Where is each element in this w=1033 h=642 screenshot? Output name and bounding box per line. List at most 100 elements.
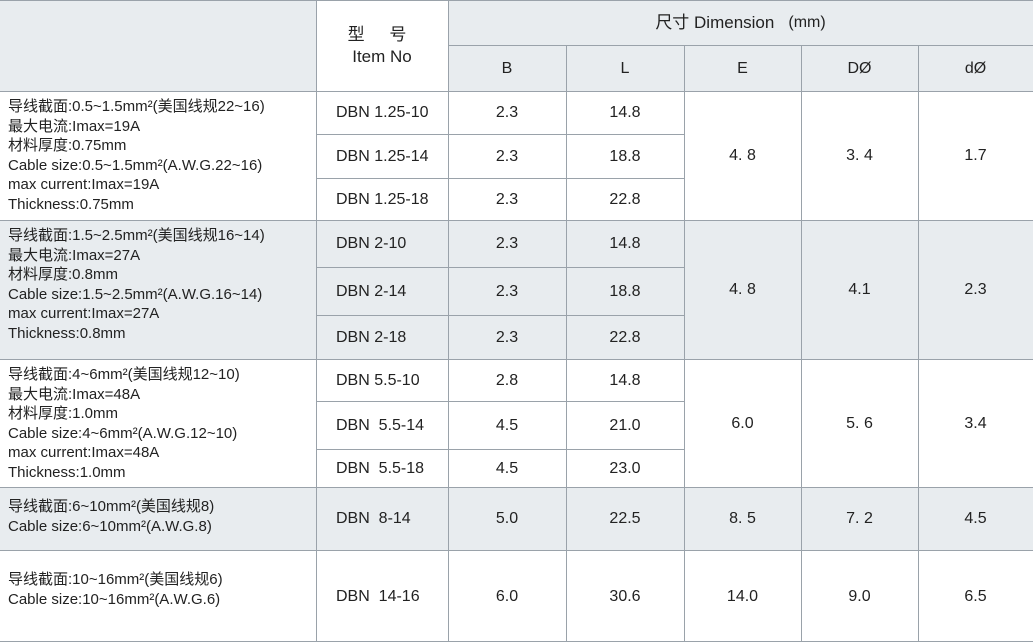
item-no-cell: DBN 14-16 [316,550,448,642]
spec-line: max current:Imax=48A [8,444,160,461]
header-item-no-cell: 型 号 Item No [316,0,448,91]
dim-e-cell: 14.0 [684,550,801,642]
item-no: DBN 8-14 [336,510,411,527]
dim-e: 4. 8 [729,281,756,298]
dim-b-cell: 2.3 [448,134,566,178]
spec-line: 材料厚度:0.75mm [8,137,127,154]
spec-line: Thickness:0.8mm [8,324,126,342]
item-no: DBN 5.5-14 [336,416,425,434]
item-no: DBN 1.25-18 [336,190,429,208]
row-divider [316,315,684,316]
spec-line: Cable size:6~10mm²(A.W.G.8) [8,517,212,535]
spec-line: 最大电流:Imax=27A [8,246,141,264]
group-divider [0,550,1033,551]
spec-line: max current:Imax=19A [8,176,160,193]
dim-l-cell: 22.8 [566,315,684,359]
column-divider [918,45,919,642]
group-divider [0,91,1033,92]
row-divider [316,178,684,179]
dim-e: 14.0 [726,587,759,605]
item-no-cell: DBN 8-14 [316,487,448,550]
dim-D-cell: 4.1 [801,220,918,359]
header-model-en: Item No [352,46,412,66]
spec-line: 导线截面:10~16mm²(美国线规6) [8,571,223,588]
item-no-cell: DBN 5.5-14 [316,401,448,449]
header-model-cn: 型 号 [347,24,417,44]
dim-b: 2.3 [495,235,519,252]
header-col-label: B [501,59,513,77]
spec-line: 最大电流:Imax=48A [8,385,141,403]
dim-b-cell: 2.3 [448,178,566,220]
dim-D: 9.0 [848,587,871,605]
dim-b-cell: 6.0 [448,550,566,642]
dim-l: 14.8 [609,235,641,252]
spec-line: Cable size:10~16mm²(A.W.G.6) [8,590,221,608]
dim-b-cell: 4.5 [448,401,566,449]
dim-l-cell: 18.8 [566,134,684,178]
header-col-label: L [620,59,630,77]
column-divider [448,0,449,642]
dim-b-cell: 2.3 [448,220,566,267]
spec-line: 材料厚度:1.0mm [8,405,119,422]
spec-line: Thickness:0.75mm [8,195,134,213]
item-no-cell: DBN 5.5-10 [316,359,448,401]
dim-D-cell: 3. 4 [801,91,918,220]
dim-D-cell: 7. 2 [801,487,918,550]
dim-d: 1.7 [964,147,987,164]
dim-b-cell: 4.5 [448,449,566,487]
dim-l-cell: 30.6 [566,550,684,642]
row-divider [316,267,684,268]
dim-e: 4. 8 [729,147,756,164]
column-divider [801,45,802,642]
dim-d-cell: 3.4 [918,359,1033,487]
dim-l-cell: 14.8 [566,220,684,267]
dim-l: 22.5 [609,510,641,527]
item-no-cell: DBN 2-10 [316,220,448,267]
header-col-4: dØ [918,45,1033,91]
header-col-label: E [737,59,748,77]
header-col-label: DØ [847,59,872,77]
spec-line: 导线截面:0.5~1.5mm²(美国线规22~16) [8,98,265,115]
item-no: DBN 2-18 [336,328,407,346]
spec-line: max current:Imax=27A [8,305,160,322]
spec-line: 材料厚度:0.8mm [8,266,119,283]
dim-l-cell: 18.8 [566,267,684,315]
spec-line: Thickness:1.0mm [8,463,126,481]
dim-d-cell: 4.5 [918,487,1033,550]
dim-l: 30.6 [609,587,641,605]
dim-b: 2.3 [495,328,519,346]
dim-b-cell: 2.8 [448,359,566,401]
dim-l: 18.8 [609,282,641,300]
dim-b-cell: 2.3 [448,91,566,134]
column-divider [684,45,685,642]
table-top-border [0,0,1033,1]
group-divider [0,487,1033,488]
header-dimension-label: 尺寸 Dimension [655,13,775,32]
group-divider [0,220,1033,221]
spec-line: 导线截面:6~10mm²(美国线规8) [8,498,215,515]
dim-b: 4.5 [495,459,519,477]
dim-b-cell: 5.0 [448,487,566,550]
dim-e: 6.0 [731,414,754,432]
header-col-2: E [684,45,801,91]
spec-cell: 导线截面:10~16mm²(美国线规6) Cable size:10~16mm²(… [0,550,316,642]
spec-line: Cable size:4~6mm²(A.W.G.12~10) [8,424,238,442]
spec-line: 最大电流:Imax=19A [8,117,141,135]
spec-cell: 导线截面:4~6mm²(美国线规12~10) 最大电流:Imax=48A 材料厚度:… [0,359,316,487]
spec-cell: 导线截面:0.5~1.5mm²(美国线规22~16) 最大电流:Imax=19A 材… [0,91,316,220]
header-col-3: DØ [801,45,918,91]
dim-l: 14.8 [609,104,641,121]
dim-d-cell: 2.3 [918,220,1033,359]
dim-b: 4.5 [495,416,519,434]
dim-l: 21.0 [609,416,641,434]
item-no-cell: DBN 2-18 [316,315,448,359]
dim-b: 2.3 [495,147,519,165]
dim-l: 14.8 [609,371,641,389]
dim-l: 22.8 [609,328,641,346]
dim-d: 6.5 [964,587,987,605]
dim-d: 2.3 [964,281,987,298]
dim-D: 3. 4 [846,147,873,164]
dim-b: 6.0 [495,587,519,605]
dim-D-cell: 9.0 [801,550,918,642]
